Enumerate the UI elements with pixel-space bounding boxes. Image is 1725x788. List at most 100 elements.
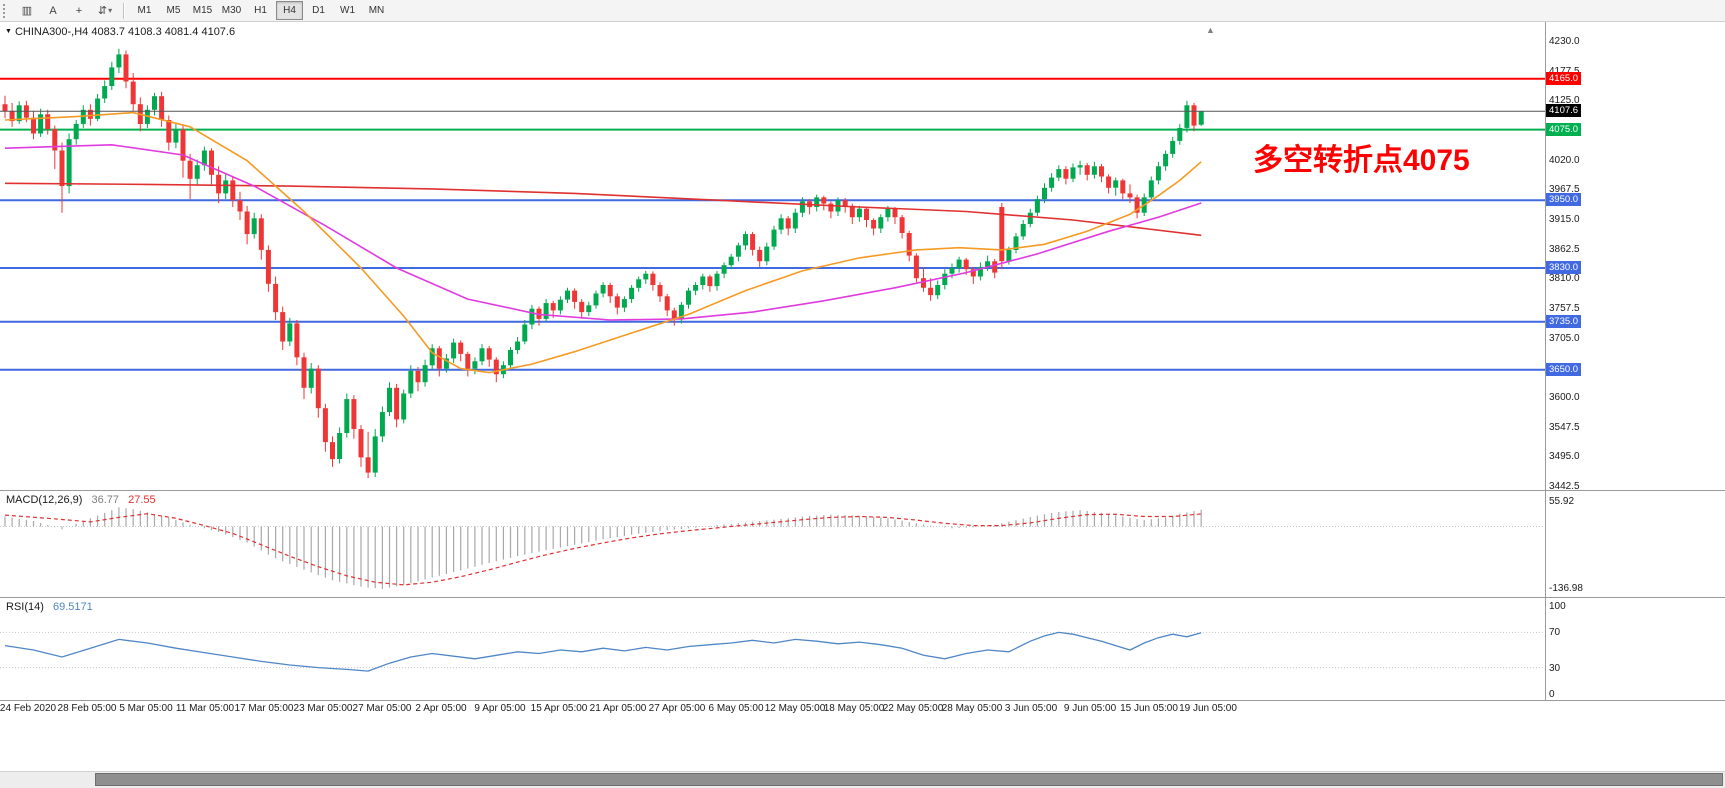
rsi-value: 69.5171 [52, 601, 93, 613]
macd-main-value: 36.77 [91, 494, 120, 506]
rsi-plot[interactable] [0, 598, 1545, 700]
timeframe-m1-button[interactable]: M1 [137, 5, 152, 16]
current-price-badge: 4107.6 [1546, 104, 1582, 117]
price-axis-label: 3705.0 [1549, 333, 1580, 344]
timeframe-d1-button[interactable]: D1 [312, 5, 325, 16]
time-axis-label: 24 Feb 2020 [0, 703, 57, 714]
time-axis-border [0, 700, 1725, 701]
text-label-button[interactable]: A [40, 1, 66, 21]
time-axis[interactable]: 24 Feb 2020 28 Feb 05:00 5 Mar 05:00 11 Mar… [0, 700, 1545, 716]
time-axis-label: 3 Jun 05:00 [1004, 703, 1058, 714]
time-axis-label: 9 Jun 05:00 [1063, 703, 1117, 714]
macd-axis: 55.92 -136.98 [1546, 491, 1724, 597]
macd-label-text: MACD(12,26,9) [6, 494, 83, 506]
rsi-label-text: RSI(14) [6, 601, 44, 613]
axis-border [1545, 22, 1546, 700]
time-axis-label: 28 Feb 05:00 [57, 703, 117, 714]
annotation-text[interactable]: 多空转折点4075 [1253, 144, 1470, 177]
price-badge-3650.0: 3650.0 [1546, 363, 1582, 376]
price-axis[interactable]: 4230.04177.54125.04072.54020.03967.53915… [1546, 22, 1724, 492]
text-label-icon: A [49, 4, 57, 17]
chart-window-button[interactable]: ▥ [14, 1, 40, 21]
price-axis-label: 3967.5 [1549, 184, 1580, 195]
price-badge-3735.0: 3735.0 [1546, 315, 1582, 328]
time-axis-label: 18 May 05:00 [823, 703, 885, 714]
candles-layer [2, 48, 1204, 479]
timeframe-w1-button[interactable]: W1 [340, 5, 355, 16]
time-axis-label: 15 Apr 05:00 [530, 703, 588, 714]
ma-orange-line [4, 111, 1202, 374]
rsi-scale-0: 0 [1549, 689, 1555, 700]
rsi-scale-100: 100 [1549, 601, 1566, 612]
price-axis-label: 4177.5 [1549, 66, 1580, 77]
main-chart-plot[interactable] [0, 22, 1545, 490]
chart-title-text: CHINA300-,H4 4083.7 4108.3 4081.4 4107.6 [14, 26, 236, 38]
time-axis-label: 22 May 05:00 [882, 703, 944, 714]
price-axis-label: 3442.5 [1549, 481, 1580, 492]
time-axis-label: 2 Apr 05:00 [415, 703, 467, 714]
time-axis-label: 27 Apr 05:00 [648, 703, 706, 714]
macd-indicator-label: MACD(12,26,9) 36.77 27.55 [6, 494, 156, 506]
time-axis-label: 12 May 05:00 [764, 703, 826, 714]
time-axis-label: 9 Apr 05:00 [474, 703, 526, 714]
price-badge-4075.0: 4075.0 [1546, 123, 1582, 136]
rsi-axis: 100 70 30 0 [1546, 598, 1724, 700]
indicators-dropdown-button[interactable]: ⇵ ▾ [92, 1, 118, 21]
timeframe-m5-button[interactable]: M5 [166, 5, 181, 16]
chart-window-icon: ▥ [21, 5, 33, 17]
price-axis-label: 3600.0 [1549, 392, 1580, 403]
time-axis-label: 11 Mar 05:00 [175, 703, 235, 714]
ma-red-line [4, 182, 1202, 237]
rsi-line [4, 631, 1202, 672]
chart-title: ▼ CHINA300-,H4 4083.7 4108.3 4081.4 4107.… [5, 26, 235, 38]
chevron-down-icon: ▾ [108, 6, 113, 15]
price-axis-label: 3810.0 [1549, 273, 1580, 284]
time-axis-label: 6 May 05:00 [708, 703, 764, 714]
macd-signal-line [4, 513, 1202, 586]
price-badge-3950.0: 3950.0 [1546, 193, 1582, 206]
price-axis-label: 3547.5 [1549, 422, 1580, 433]
panel-splitter-macd[interactable] [0, 490, 1725, 491]
macd-plot[interactable] [0, 491, 1545, 597]
timeframe-mn-button[interactable]: MN [368, 5, 385, 16]
macd-scale-bottom: -136.98 [1549, 583, 1583, 594]
h-scrollbar-thumb[interactable] [95, 773, 1723, 786]
price-badge-3830.0: 3830.0 [1546, 261, 1582, 274]
macd-signal-value: 27.55 [128, 494, 156, 506]
toolbar-grip[interactable] [3, 3, 10, 18]
rsi-indicator-label: RSI(14) 69.5171 [6, 601, 93, 613]
macd-scale-top: 55.92 [1549, 496, 1575, 507]
price-axis-label: 3757.5 [1549, 303, 1580, 314]
chart-shift-marker-icon[interactable]: ▲ [1206, 25, 1215, 35]
time-axis-label: 21 Apr 05:00 [589, 703, 647, 714]
timeframe-m15-button[interactable]: M15 [192, 5, 213, 16]
price-axis-label: 3915.0 [1549, 214, 1580, 225]
rsi-scale-30: 30 [1549, 663, 1561, 674]
price-axis-label: 3862.5 [1549, 244, 1580, 255]
ma-magenta-line [4, 143, 1202, 321]
macd-histogram [4, 507, 1202, 589]
timeframe-m30-button[interactable]: M30 [221, 5, 242, 16]
chart-symbol-marker-icon: ▼ [5, 28, 12, 35]
timeframe-h4-button[interactable]: H4 [276, 1, 303, 20]
price-axis-label: 4230.0 [1549, 36, 1580, 47]
crosshair-button[interactable]: + [66, 1, 92, 21]
crosshair-icon: + [75, 4, 83, 17]
time-axis-label: 19 Jun 05:00 [1179, 703, 1237, 714]
time-axis-label: 28 May 05:00 [941, 703, 1003, 714]
price-axis-label: 4020.0 [1549, 155, 1580, 166]
time-axis-label: 15 Jun 05:00 [1120, 703, 1178, 714]
price-badge-4165.0: 4165.0 [1546, 72, 1582, 85]
time-axis-label: 23 Mar 05:00 [293, 703, 353, 714]
time-axis-label: 5 Mar 05:00 [119, 703, 173, 714]
indicators-dropdown-icon: ⇵ [97, 5, 108, 17]
toolbar: ▥ A + ⇵ ▾ M1 M5 M15 M30 H1 H4 D1 W1 MN [0, 0, 1725, 22]
panel-splitter-rsi[interactable] [0, 597, 1725, 598]
time-axis-label: 17 Mar 05:00 [234, 703, 294, 714]
timeframe-h1-button[interactable]: H1 [254, 5, 267, 16]
toolbar-separator [123, 2, 125, 19]
price-axis-label: 3495.0 [1549, 451, 1580, 462]
rsi-scale-70: 70 [1549, 627, 1561, 638]
price-axis-label: 4125.0 [1549, 95, 1580, 106]
